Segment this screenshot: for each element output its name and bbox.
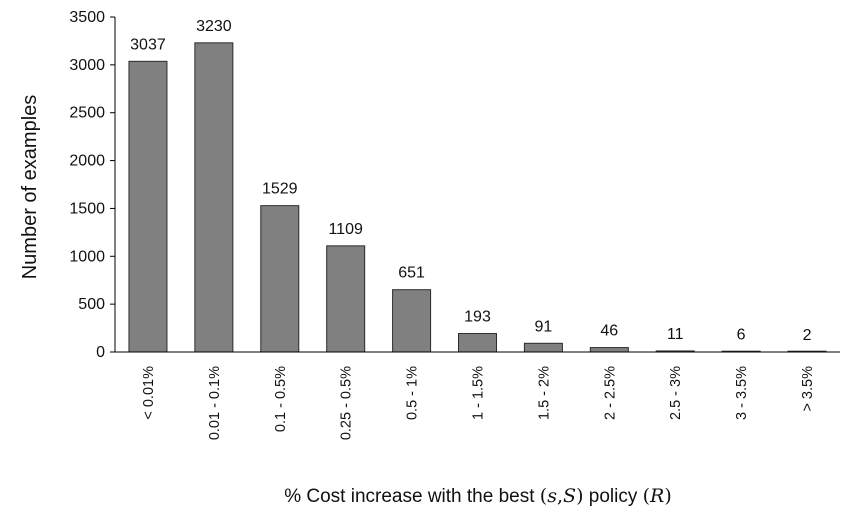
y-tick-label: 2500 [69,105,105,122]
bar [589,347,629,353]
bar [128,60,168,353]
x-axis-title: % Cost increase with the best (s,S) poli… [284,485,672,507]
bar-value-label: 3230 [196,18,232,35]
data-labels: 3037 3230 1529 1109 651 193 91 46 11 6 2 [130,18,811,344]
x-tick-label: 0.1 - 0.5% [273,366,289,432]
bar-value-label: 1109 [328,221,363,238]
bar-value-label: 651 [398,265,425,282]
x-tick-label: 0.25 - 0.5% [339,366,355,440]
bar [392,289,432,353]
bar-value-label: 6 [737,326,746,343]
x-tick-label: 1 - 1.5% [471,366,487,420]
x-axis-tick-labels: < 0.01% 0.01 - 0.1% 0.1 - 0.5% 0.25 - 0.5% 0… [141,366,816,440]
bar [458,333,497,353]
bar-value-label: 46 [600,323,618,340]
bar-value-label: 3037 [130,36,166,53]
bar [523,342,563,353]
x-tick-label: > 3.5% [800,366,816,412]
bar-value-label: 2 [803,327,812,344]
y-axis-ticks: 0 500 1000 1500 2000 2500 3000 3500 [69,9,115,361]
y-tick-label: 3500 [69,9,105,26]
y-tick-label: 3000 [69,57,105,74]
y-tick-label: 2000 [69,153,105,170]
y-tick-label: 1000 [69,248,105,265]
x-tick-label: 3 - 3.5% [734,366,750,420]
bar-value-label: 91 [535,318,553,335]
bar [260,205,300,353]
x-tick-label: 2 - 2.5% [602,366,618,420]
y-axis-title: Number of examples [19,95,41,280]
bar [194,42,234,353]
bar-value-label: 1529 [262,181,298,198]
x-tick-label: 0.5 - 1% [405,366,421,420]
bar [326,245,366,353]
bar-value-label: 193 [464,309,491,326]
x-tick-label: 0.01 - 0.1% [207,366,223,440]
y-tick-label: 0 [96,344,105,361]
x-tick-label: 1.5 - 2% [536,366,552,420]
x-tick-label: < 0.01% [141,366,157,420]
y-tick-label: 1500 [69,200,105,217]
x-tick-label: 2.5 - 3% [668,366,684,420]
bars [128,42,827,353]
bar-value-label: 11 [667,326,684,343]
y-tick-label: 500 [78,296,105,313]
